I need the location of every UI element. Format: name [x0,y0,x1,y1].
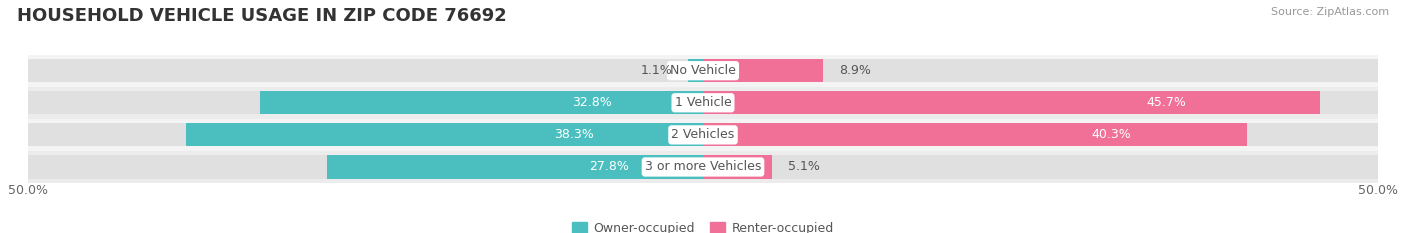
Bar [28,155,703,178]
Text: 1.1%: 1.1% [640,64,672,77]
Text: 27.8%: 27.8% [589,161,628,174]
Bar [688,59,703,82]
Text: 5.1%: 5.1% [789,161,820,174]
Bar [28,119,1378,151]
Text: 3 or more Vehicles: 3 or more Vehicles [645,161,761,174]
Bar [703,91,1320,114]
Text: No Vehicle: No Vehicle [671,64,735,77]
Bar [703,59,824,82]
Bar [260,91,703,114]
Bar [28,91,703,114]
Text: 45.7%: 45.7% [1146,96,1185,109]
Text: 50.0%: 50.0% [1358,184,1399,197]
Bar [28,55,1378,87]
Legend: Owner-occupied, Renter-occupied: Owner-occupied, Renter-occupied [568,217,838,233]
Text: HOUSEHOLD VEHICLE USAGE IN ZIP CODE 76692: HOUSEHOLD VEHICLE USAGE IN ZIP CODE 7669… [17,7,506,25]
Bar [328,155,703,178]
Bar [703,59,1378,82]
Text: 2 Vehicles: 2 Vehicles [672,128,734,141]
Bar [703,123,1247,146]
Text: 40.3%: 40.3% [1091,128,1132,141]
Bar [28,151,1378,183]
Bar [28,87,1378,119]
Bar [703,155,772,178]
Bar [186,123,703,146]
Text: 38.3%: 38.3% [554,128,593,141]
Text: 32.8%: 32.8% [572,96,612,109]
Bar [28,59,703,82]
Bar [703,123,1378,146]
Text: 50.0%: 50.0% [7,184,48,197]
Bar [703,91,1378,114]
Text: 8.9%: 8.9% [839,64,872,77]
Text: 1 Vehicle: 1 Vehicle [675,96,731,109]
Bar [703,155,1378,178]
Text: Source: ZipAtlas.com: Source: ZipAtlas.com [1271,7,1389,17]
Bar [28,123,703,146]
